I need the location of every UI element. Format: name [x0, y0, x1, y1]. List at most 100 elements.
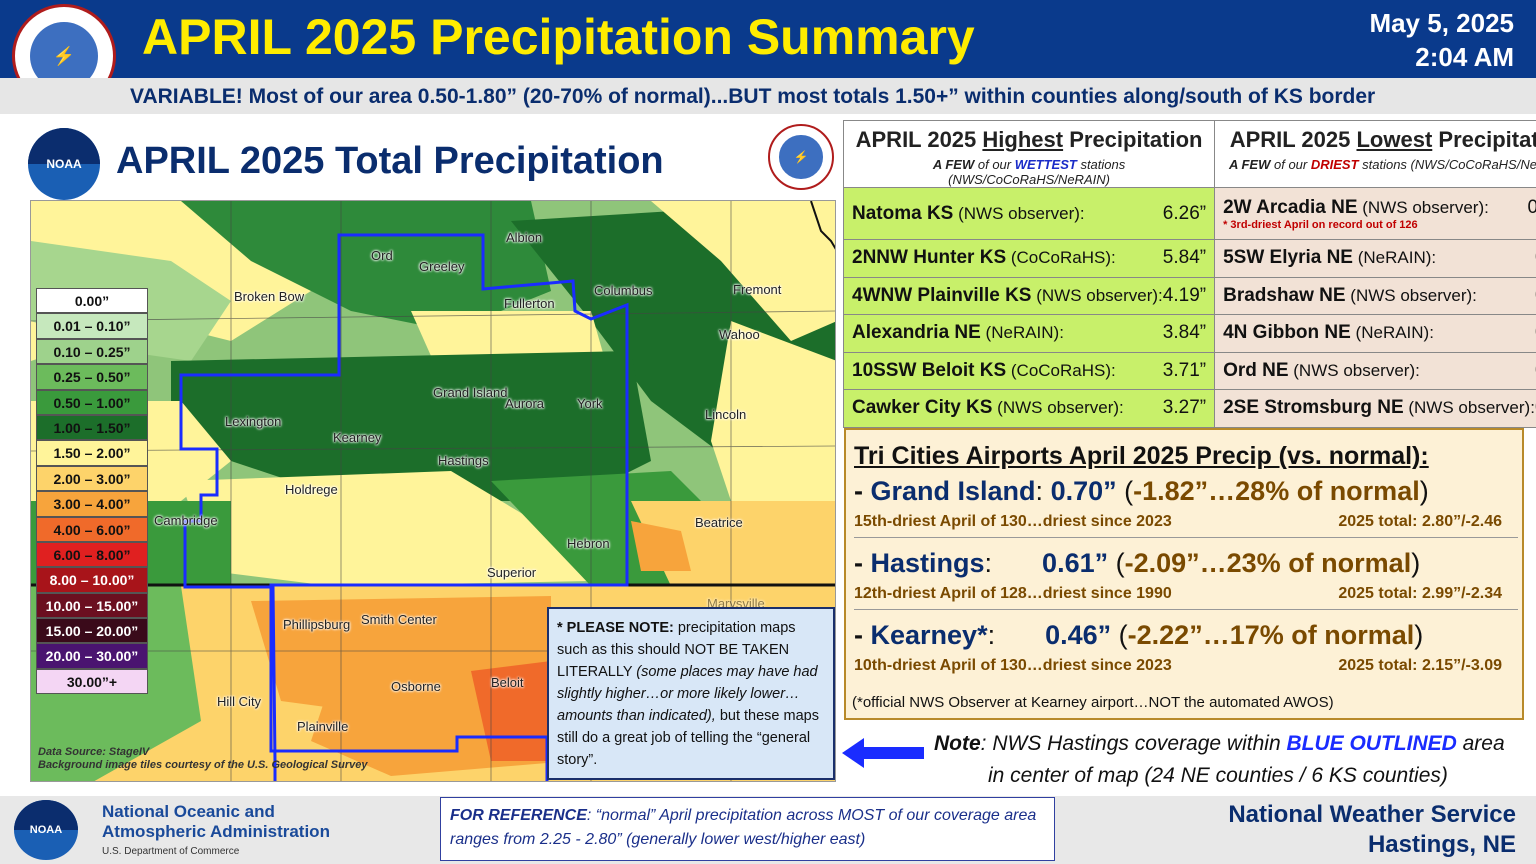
- legend-item: 0.50 – 1.00”: [36, 389, 148, 415]
- legend-item: 30.00”+: [36, 668, 148, 695]
- subtitle-bar: [0, 78, 1536, 114]
- left-arrow-icon: [842, 738, 924, 768]
- city-label: Smith Center: [361, 612, 437, 627]
- city-label: Kearney: [333, 430, 382, 445]
- station-extremes-table: APRIL 2025 Highest Precipitation A FEW o…: [842, 120, 1536, 428]
- wettest-station-cell: Cawker City KS (NWS observer): 3.27”: [842, 389, 1216, 428]
- city-label: Albion: [506, 230, 543, 245]
- city-label: Osborne: [391, 679, 441, 694]
- city-label: Cambridge: [154, 513, 218, 528]
- tri-site: - Kearney*: 0.46” (-2.22”…17% of normal) 1…: [854, 620, 1502, 674]
- tri-site: - Hastings: 0.61” (-2.09”…23% of normal) 1…: [854, 548, 1518, 610]
- map-credit: Data Source: StageIV Background image ti…: [38, 746, 367, 772]
- driest-station-cell: 5SW Elyria NE (NeRAIN):0.32”: [1214, 239, 1536, 278]
- city-label: Columbus: [594, 283, 653, 298]
- precip-legend: 0.00” 0.01 – 0.10” 0.10 – 0.25” 0.25 – 0.50…: [36, 288, 148, 695]
- nws-office-name: National Weather Service: [1228, 801, 1516, 828]
- legend-item: 4.00 – 6.00”: [36, 516, 148, 542]
- city-label: Fremont: [733, 282, 782, 297]
- nws-office-location: Hastings, NE: [1367, 831, 1516, 858]
- city-label: Beatrice: [695, 515, 743, 530]
- noaa-dept: U.S. Department of Commerce: [102, 846, 240, 857]
- tri-cities-box: Tri Cities Airports April 2025 Precip (v…: [844, 428, 1524, 720]
- driest-station-cell: 2W Arcadia NE (NWS observer):0.23*”* 3rd…: [1214, 187, 1536, 240]
- tri-footnote: (*official NWS Observer at Kearney airpo…: [852, 694, 1334, 711]
- city-label: Greeley: [419, 259, 465, 274]
- legend-item: 0.10 – 0.25”: [36, 338, 148, 365]
- city-label: Wahoo: [719, 327, 760, 342]
- tri-title: Tri Cities Airports April 2025 Precip (v…: [854, 442, 1429, 470]
- reference-text: : “normal” April precipitation across MO…: [450, 807, 1037, 848]
- city-label: Lincoln: [705, 407, 747, 422]
- city-label: Hill City: [217, 694, 262, 709]
- city-label: Aurora: [505, 396, 545, 411]
- legend-item: 0.00”: [36, 288, 148, 314]
- city-label: Lexington: [225, 414, 282, 429]
- issue-date: May 5, 2025: [1369, 8, 1514, 38]
- reference-box: FOR REFERENCE: “normal” April precipitat…: [440, 797, 1055, 861]
- wettest-station-cell: 10SSW Beloit KS (CoCoRaHS): 3.71”: [842, 351, 1216, 390]
- city-label: Grand Island: [433, 385, 508, 400]
- legend-item: 0.01 – 0.10”: [36, 313, 148, 339]
- map-title: APRIL 2025 Total Precipitation: [116, 140, 664, 182]
- wettest-station-cell: Natoma KS (NWS observer): 6.26”: [842, 187, 1216, 240]
- nws-office: National Weather Service Hastings, NE: [1228, 800, 1516, 860]
- city-label: Superior: [487, 565, 537, 580]
- noaa-name-line1: National Oceanic and: [102, 802, 275, 821]
- noaa-logo-text: NOAA: [46, 157, 82, 171]
- tri-site: - Grand Island: 0.70” (-1.82”…28% of nor…: [854, 476, 1518, 538]
- legend-item: 6.00 – 8.00”: [36, 541, 148, 568]
- city-label: Beloit: [491, 675, 524, 690]
- legend-item: 20.00 – 30.00”: [36, 643, 148, 669]
- page-title: APRIL 2025 Precipitation Summary: [142, 9, 975, 65]
- lowest-header: APRIL 2025 Lowest Precipitation A FEW of…: [1214, 120, 1536, 188]
- driest-station-cell: Ord NE (NWS observer):0.38”: [1214, 351, 1536, 390]
- city-label: Fullerton: [504, 296, 555, 311]
- city-label: Hastings: [438, 453, 489, 468]
- map-credit-tiles: Background image tiles courtesy of the U…: [38, 759, 368, 771]
- nws-small-seal-icon: ⚡: [768, 124, 834, 190]
- highest-header: APRIL 2025 Highest Precipitation A FEW o…: [842, 120, 1216, 188]
- noaa-footer-logo-icon: NOAA: [14, 800, 78, 860]
- legend-item: 0.25 – 0.50”: [36, 364, 148, 390]
- legend-item: 1.50 – 2.00”: [36, 440, 148, 466]
- noaa-name-line2: Atmospheric Administration: [102, 822, 330, 841]
- city-label: Holdrege: [285, 482, 338, 497]
- driest-station-cell: 2SE Stromsburg NE (NWS observer):0.46”: [1214, 389, 1536, 428]
- coverage-note: Note: NWS Hastings coverage within BLUE …: [934, 728, 1505, 792]
- subtitle: VARIABLE! Most of our area 0.50-1.80” (2…: [130, 85, 1376, 108]
- driest-station-cell: 4N Gibbon NE (NeRAIN):0.33”: [1214, 314, 1536, 353]
- issue-time: 2:04 AM: [1415, 42, 1514, 72]
- city-label: Plainville: [297, 719, 349, 734]
- city-label: Ord: [371, 248, 393, 263]
- coverage-note-line2: in center of map (24 NE counties / 6 KS …: [988, 764, 1448, 787]
- city-label: Hebron: [567, 536, 610, 551]
- note-lead: * PLEASE NOTE:: [557, 620, 674, 636]
- legend-item: 3.00 – 4.00”: [36, 491, 148, 517]
- noaa-name: National Oceanic and Atmospheric Adminis…: [102, 802, 330, 862]
- driest-station-cell: Bradshaw NE (NWS observer):0.33”: [1214, 276, 1536, 315]
- legend-item: 15.00 – 20.00”: [36, 618, 148, 644]
- coverage-note-highlight: BLUE OUTLINED: [1286, 732, 1457, 755]
- wettest-station-cell: 2NNW Hunter KS (CoCoRaHS): 5.84”: [842, 239, 1216, 278]
- wettest-station-cell: 4WNW Plainville KS (NWS observer): 4.19”: [842, 276, 1216, 315]
- legend-item: 2.00 – 3.00”: [36, 465, 148, 492]
- city-label: York: [577, 396, 603, 411]
- reference-lead: FOR REFERENCE: [450, 807, 587, 824]
- coverage-note-lead: Note: [934, 732, 981, 755]
- note-text-1: precipitation maps such as this should N…: [557, 620, 796, 680]
- wettest-station-cell: Alexandria NE (NeRAIN): 3.84”: [842, 314, 1216, 353]
- coverage-note-area: area: [1456, 732, 1505, 755]
- precip-map: Albion Ord Greeley Broken Bow Fullerton …: [30, 200, 836, 782]
- header-bar: [0, 0, 1536, 78]
- city-label: Broken Bow: [234, 289, 305, 304]
- please-note-box: * PLEASE NOTE: precipitation maps such a…: [547, 607, 835, 780]
- legend-item: 10.00 – 15.00”: [36, 592, 148, 619]
- note-italic: (some places may have had slightly highe…: [557, 664, 818, 724]
- legend-item: 8.00 – 10.00”: [36, 567, 148, 593]
- cwa-outline: [179, 233, 629, 781]
- legend-item: 1.00 – 1.50”: [36, 414, 148, 441]
- city-label: Phillipsburg: [283, 617, 351, 632]
- noaa-logo-icon: NOAA: [28, 128, 100, 200]
- map-credit-source: Data Source: StageIV: [38, 746, 150, 758]
